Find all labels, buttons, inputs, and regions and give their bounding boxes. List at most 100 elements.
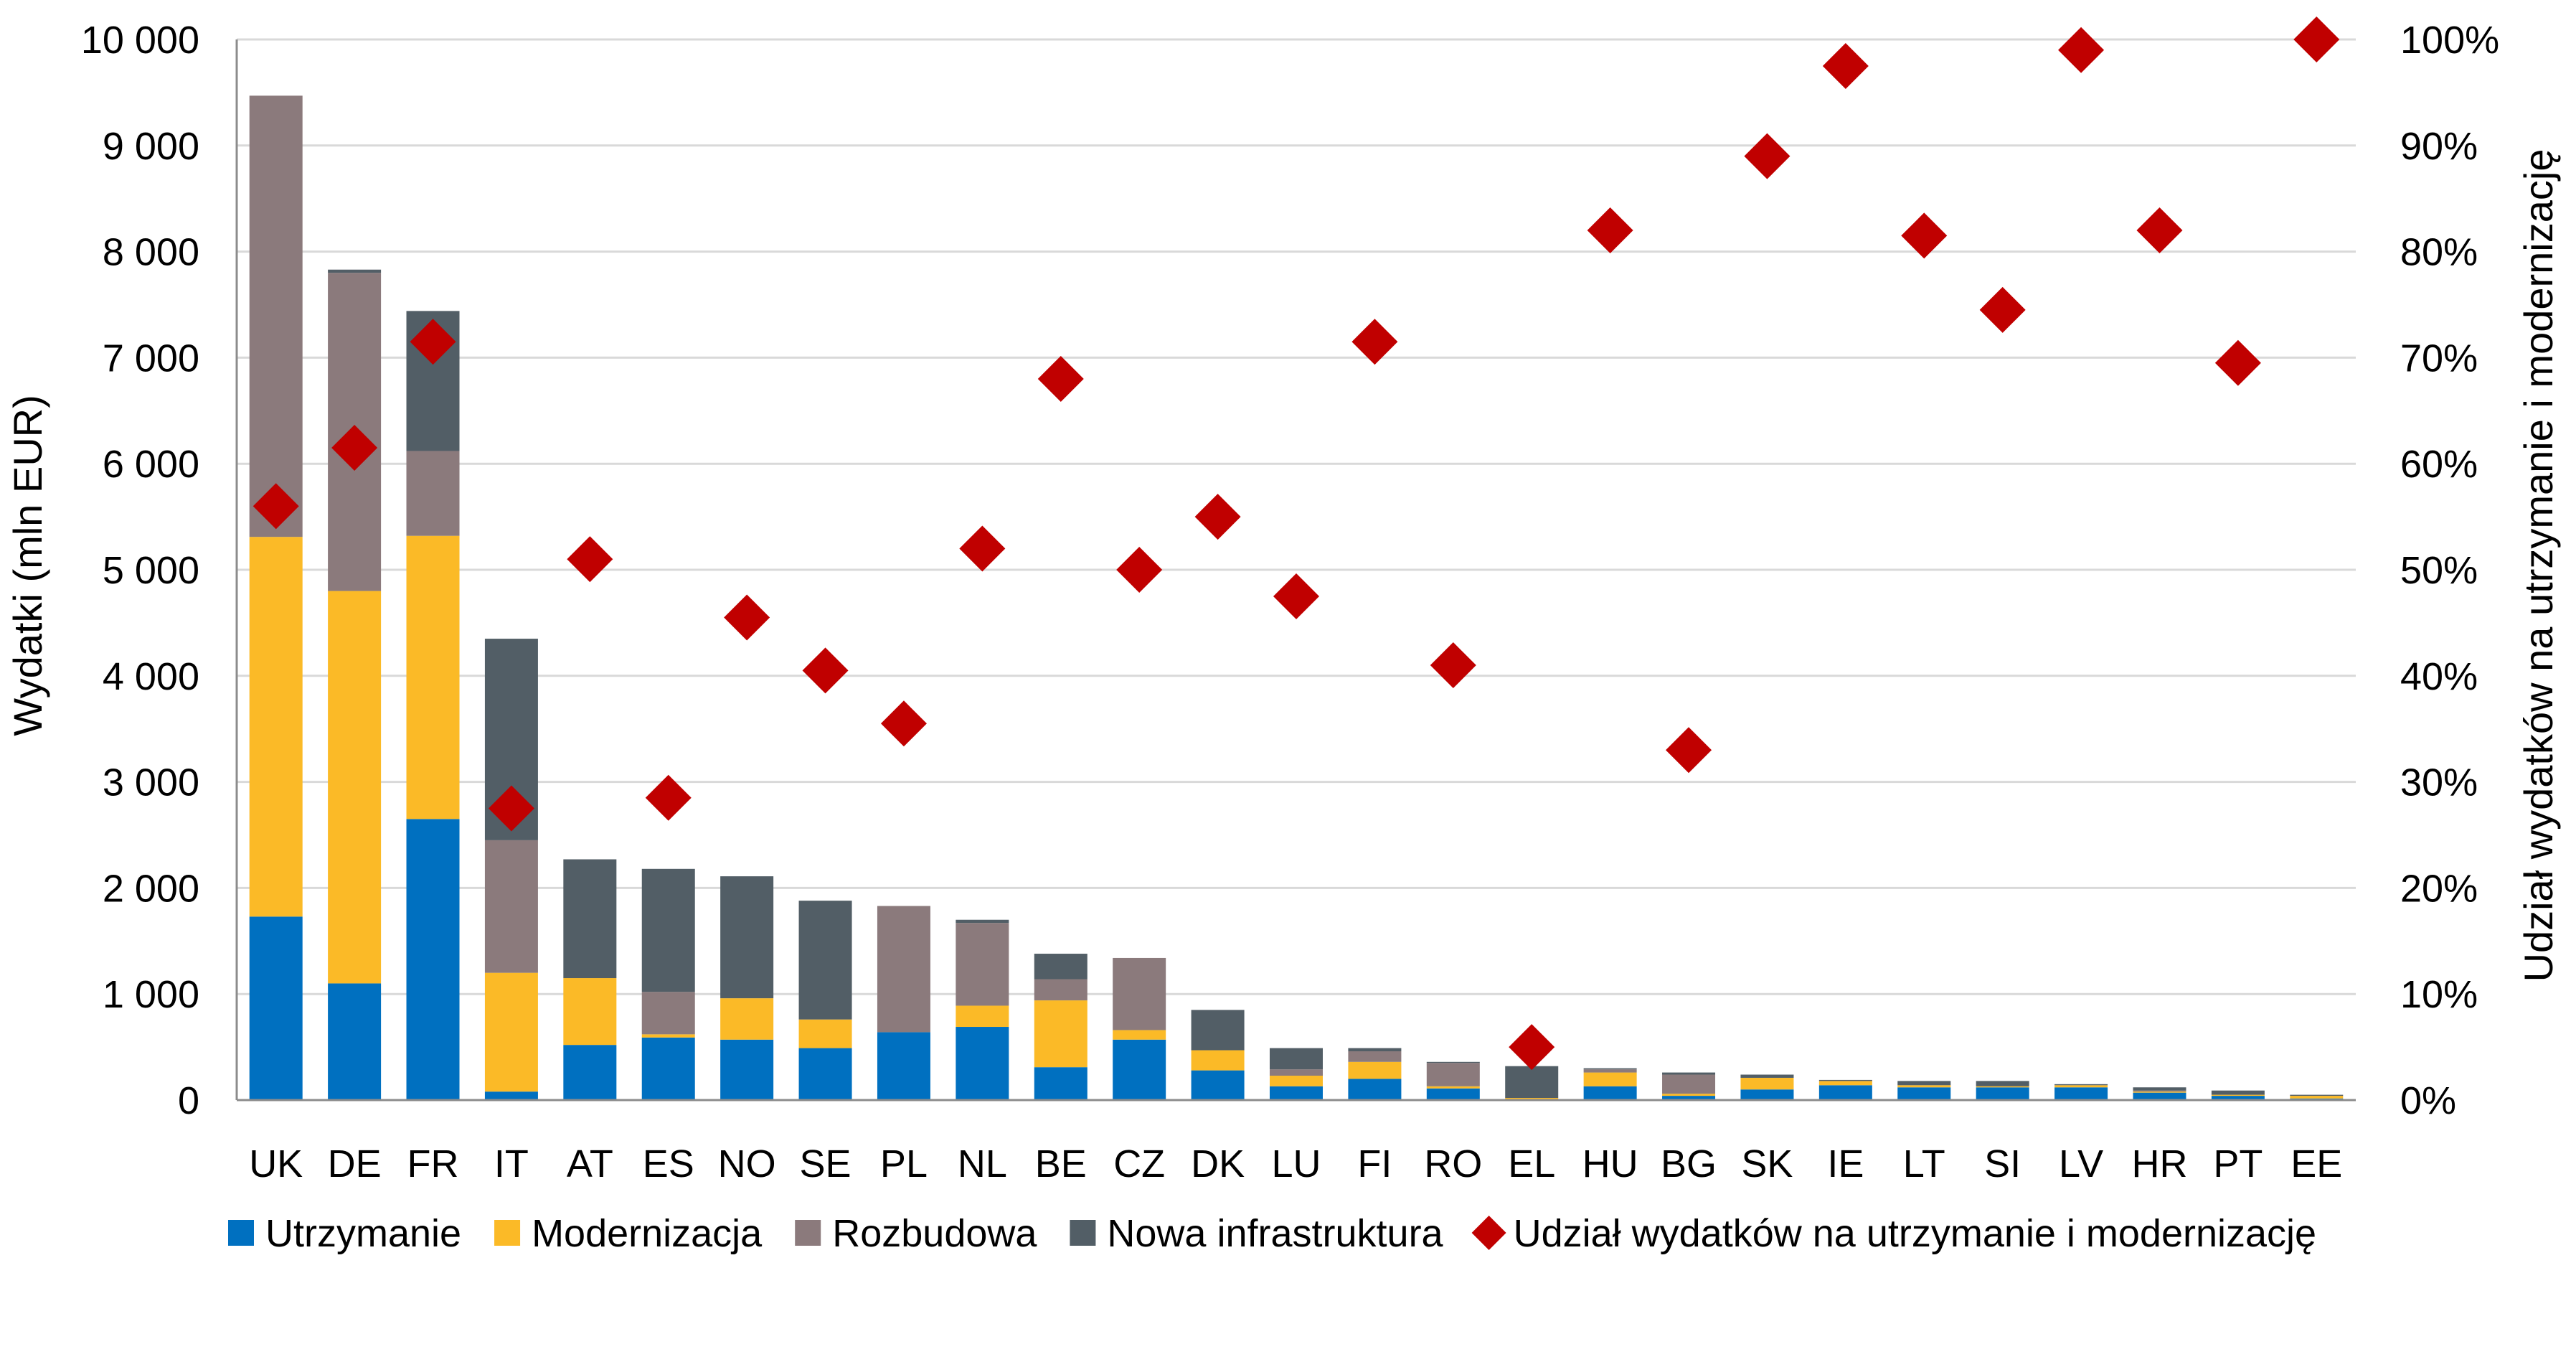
share-marker xyxy=(1587,207,1633,254)
bar-segment xyxy=(956,1005,1009,1028)
y-tick-label: 0 xyxy=(178,1079,199,1122)
x-tick-label: FR xyxy=(407,1142,459,1185)
right-axis-ticks: 0% 10% 20% 30% 40% 50% 60% 70% 80% 90% 100% xyxy=(2400,19,2499,1122)
bar-segment xyxy=(1270,1086,1323,1100)
bar-segment xyxy=(328,269,382,273)
legend-swatch xyxy=(1471,1216,1506,1250)
bar-segment xyxy=(2290,1094,2344,1096)
x-tick-label: UK xyxy=(249,1142,303,1185)
x-tick-label: DE xyxy=(328,1142,382,1185)
bar-segment xyxy=(1034,979,1088,1001)
x-tick-label: CZ xyxy=(1113,1142,1165,1185)
bar-segment xyxy=(2211,1090,2265,1095)
bar-segment xyxy=(406,819,460,1100)
share-marker xyxy=(488,785,534,832)
y2-tick-label: 10% xyxy=(2400,973,2478,1016)
bar-segment xyxy=(1740,1074,1794,1078)
bar-segment xyxy=(1426,1061,1480,1063)
bar-segment xyxy=(1270,1048,1323,1070)
x-tick-label: BE xyxy=(1035,1142,1087,1185)
share-marker xyxy=(645,774,692,821)
bar-segment xyxy=(1505,1066,1559,1099)
y2-tick-label: 70% xyxy=(2400,337,2478,380)
x-tick-label: HR xyxy=(2131,1142,2187,1185)
y-tick-label: 4 000 xyxy=(103,655,199,698)
bar-segment xyxy=(1270,1076,1323,1086)
bar-segment xyxy=(1662,1096,1716,1100)
share-marker xyxy=(2058,27,2105,73)
bar-segment xyxy=(1113,957,1166,1030)
bar-segment xyxy=(1505,1098,1559,1099)
y2-tick-label: 90% xyxy=(2400,125,2478,168)
share-marker xyxy=(959,525,1006,572)
bar-segment xyxy=(641,992,695,1035)
share-marker xyxy=(253,483,299,530)
bar-segment xyxy=(1113,1030,1166,1040)
bar-segment xyxy=(1348,1051,1402,1062)
bar-segment xyxy=(249,916,303,1100)
bar-segment xyxy=(1897,1081,1951,1086)
bar-segment xyxy=(1976,1087,2029,1100)
bar-segment xyxy=(563,978,617,1046)
y-tick-label: 9 000 xyxy=(103,125,199,168)
bar-segment xyxy=(1583,1072,1637,1086)
share-marker xyxy=(1273,573,1319,619)
x-tick-label: BG xyxy=(1661,1142,1717,1185)
share-marker xyxy=(1901,212,1948,259)
bar-segment xyxy=(1818,1081,1872,1086)
axes xyxy=(235,39,2356,1102)
bar-segment xyxy=(2133,1087,2186,1091)
x-tick-label: NL xyxy=(958,1142,1007,1185)
bar-segment xyxy=(1426,1088,1480,1100)
y2-tick-label: 20% xyxy=(2400,867,2478,910)
legend-label: Modernizacja xyxy=(532,1212,763,1255)
legend-swatch xyxy=(494,1220,521,1246)
bar-segment xyxy=(2054,1084,2108,1086)
x-tick-label: IT xyxy=(494,1142,529,1185)
legend-swatch xyxy=(795,1220,821,1246)
bar-segment xyxy=(641,1034,695,1038)
share-markers xyxy=(253,17,2340,1071)
share-marker xyxy=(1509,1024,1555,1071)
bar-segment xyxy=(484,972,538,1092)
bar-segment xyxy=(798,1019,852,1048)
legend-label: Utrzymanie xyxy=(265,1212,461,1255)
share-marker xyxy=(880,700,927,747)
x-tick-label: AT xyxy=(567,1142,613,1185)
gridlines xyxy=(237,38,2356,995)
bar-segment xyxy=(1426,1063,1480,1086)
legend-swatch xyxy=(228,1220,254,1246)
x-tick-label: PL xyxy=(880,1142,928,1185)
bar-segment xyxy=(1976,1081,2029,1086)
left-axis-title: Wydatki (mln EUR) xyxy=(5,395,50,736)
share-marker xyxy=(1116,547,1163,593)
bar-segment xyxy=(877,906,930,1033)
bar-segment xyxy=(1034,954,1088,980)
bar-segment xyxy=(1740,1089,1794,1100)
x-tick-label: SK xyxy=(1741,1142,1793,1185)
bar-segment xyxy=(1191,1050,1245,1071)
bar-segment xyxy=(1897,1087,1951,1100)
bar-segment xyxy=(2054,1087,2108,1100)
bar-segment xyxy=(720,876,774,999)
bar-segment xyxy=(249,95,303,537)
share-marker xyxy=(1666,727,1712,774)
legend-label: Nowa infrastruktura xyxy=(1107,1212,1443,1255)
category-labels: UK DE FR IT AT ES NO SE PL NL BE CZ DK LU FI RO EL HU BG SK… xyxy=(249,1142,2342,1185)
share-marker xyxy=(724,594,770,641)
share-marker xyxy=(2136,207,2183,254)
share-marker xyxy=(410,319,456,365)
left-axis-ticks: 0 1 000 2 000 3 000 4 000 5 000 6 000 7 000 8 00… xyxy=(81,19,199,1122)
x-tick-label: LU xyxy=(1271,1142,1321,1185)
x-tick-label: EL xyxy=(1508,1142,1555,1185)
bar-segment xyxy=(2133,1091,2186,1093)
bar-segment xyxy=(956,919,1009,924)
bar-segment xyxy=(328,591,382,984)
share-marker xyxy=(1351,319,1398,365)
y-tick-label: 10 000 xyxy=(81,19,199,62)
bar-segment xyxy=(563,859,617,979)
share-marker xyxy=(1194,494,1241,540)
bar-segment xyxy=(956,1027,1009,1100)
share-marker xyxy=(1744,133,1791,179)
